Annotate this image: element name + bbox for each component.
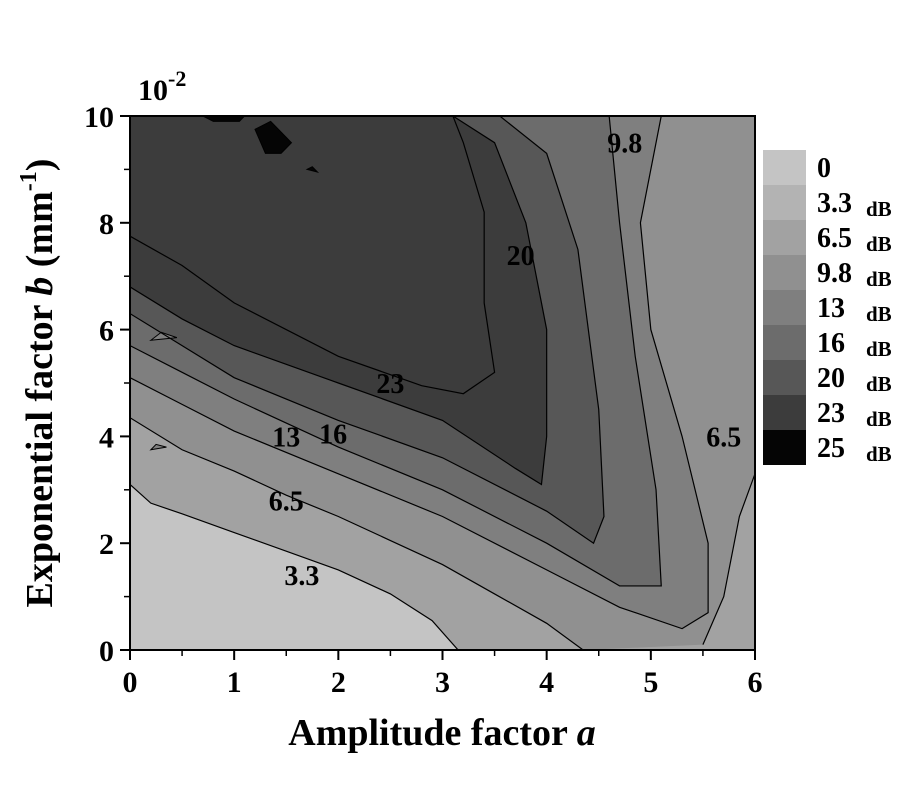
peak-region-3 — [305, 166, 320, 173]
contour-line-13 — [130, 116, 662, 587]
x-tick-label: 2 — [331, 666, 346, 699]
y-axis: 0 2 4 6 8 10 — [84, 101, 130, 668]
x-axis: 0 1 2 3 4 5 6 — [123, 650, 763, 699]
colorbar-swatch — [763, 185, 806, 220]
colorbar-swatch — [763, 255, 806, 290]
contour-label: 23 — [376, 369, 404, 400]
colorbar-legend: 0 3.3 dB 6.5 dB 9.8 dB 13 dB 16 dB 20 dB 23 dB 25 dB — [763, 150, 892, 466]
y-tick-label: 6 — [99, 315, 114, 348]
colorbar-unit: dB — [866, 372, 892, 396]
contour-line-3-3 — [130, 484, 459, 650]
contour-label: 6.5 — [269, 486, 304, 517]
contour-line-16 — [130, 116, 605, 545]
colorbar-label: 13 — [817, 293, 845, 324]
y-axis-title: Exponential factor b (mm-1) — [16, 159, 61, 608]
x-axis-title: Amplitude factor a — [288, 712, 596, 754]
colorbar-label: 9.8 — [817, 258, 852, 289]
y-tick-label: 4 — [99, 421, 114, 454]
x-tick-label: 1 — [227, 666, 242, 699]
y-axis-multiplier: 10-2 — [138, 66, 186, 107]
colorbar-label: 6.5 — [817, 223, 852, 254]
colorbar-unit: dB — [866, 407, 892, 431]
colorbar-swatch — [763, 220, 806, 255]
contour-line-9-8 — [130, 116, 709, 630]
colorbar-swatch — [763, 395, 806, 430]
colorbar-label: 23 — [817, 398, 845, 429]
contour-label: 13 — [272, 422, 300, 453]
colorbar-unit: dB — [866, 302, 892, 326]
y-tick-label: 8 — [99, 208, 114, 241]
contour-label: 20 — [507, 241, 535, 272]
colorbar-unit: dB — [866, 267, 892, 291]
island-region-2 — [149, 443, 167, 451]
peak-region-1 — [202, 116, 246, 122]
colorbar-swatch — [763, 290, 806, 325]
y-tick-label: 10 — [84, 101, 114, 134]
colorbar-unit: dB — [866, 197, 892, 221]
colorbar-swatch — [763, 430, 806, 465]
contour-line-23 — [130, 116, 496, 395]
colorbar-label: 16 — [817, 328, 845, 359]
y-tick-label: 2 — [99, 528, 114, 561]
contour-line-20 — [130, 116, 548, 486]
contour-labels: 3.3 6.5 13 16 23 20 9.8 6.5 — [269, 129, 742, 593]
colorbar-label: 25 — [817, 433, 845, 464]
colorbar-label: 3.3 — [817, 188, 852, 219]
x-tick-label: 6 — [748, 666, 763, 699]
colorbar-unit: dB — [866, 442, 892, 466]
colorbar-swatch — [763, 150, 806, 185]
colorbar-unit: dB — [866, 232, 892, 256]
x-tick-label: 5 — [643, 666, 658, 699]
contour-line-6-5 — [130, 417, 584, 650]
colorbar-swatch — [763, 360, 806, 395]
x-tick-label: 3 — [435, 666, 450, 699]
colorbar-swatch — [763, 325, 806, 360]
contour-label: 16 — [319, 420, 347, 451]
contour-fill-layer — [130, 116, 755, 650]
y-tick-label: 0 — [99, 635, 114, 668]
x-tick-label: 4 — [539, 666, 554, 699]
colorbar-label: 20 — [817, 363, 845, 394]
contour-label: 6.5 — [706, 422, 741, 453]
colorbar-unit: dB — [866, 337, 892, 361]
contour-label: 9.8 — [607, 129, 642, 160]
contour-label: 3.3 — [284, 561, 319, 592]
colorbar-label: 0 — [817, 153, 831, 184]
x-tick-label: 0 — [123, 666, 138, 699]
contour-line-6-5-b — [702, 473, 755, 645]
contour-region-23 — [130, 116, 495, 394]
peak-region-2 — [254, 120, 293, 154]
contour-line-layer — [130, 116, 755, 650]
